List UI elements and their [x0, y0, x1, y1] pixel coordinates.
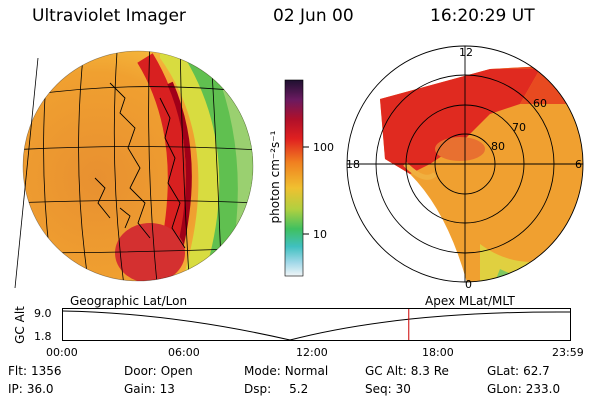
mode-info: Mode: Normal	[244, 364, 329, 378]
flight-info: Flt: 1356	[8, 364, 62, 378]
lat-label-80: 80	[491, 140, 505, 153]
altitude-timeline	[62, 308, 571, 341]
date-label: 02 Jun 00	[273, 6, 354, 26]
dsp-info: Dsp: 5.2	[244, 382, 309, 396]
colorbar	[284, 79, 309, 277]
mlt-label-18: 18	[346, 158, 360, 171]
lat-label-70: 70	[512, 121, 526, 134]
right-map-caption: Apex MLat/MLT	[425, 294, 515, 308]
timeline-x-tick-4: 23:59	[552, 346, 584, 359]
door-info: Door: Open	[124, 364, 193, 378]
glon-info: GLon: 233.0	[487, 382, 561, 396]
seq-info: Seq: 30	[365, 382, 411, 396]
gain-info: Gain: 13	[124, 382, 175, 396]
colorbar-tick-10: 10	[313, 228, 327, 241]
left-map-caption: Geographic Lat/Lon	[70, 294, 188, 308]
glat-info: GLat: 62.7	[487, 364, 550, 378]
mlt-label-12: 12	[459, 46, 473, 59]
timeline-y-tick-bottom: 1.8	[34, 330, 52, 343]
colorbar-tick-100: 100	[313, 141, 334, 154]
magnetic-polar-plot	[346, 45, 584, 283]
gc-alt-info: GC Alt: 8.3 Re	[365, 364, 449, 378]
timeline-x-tick-1: 06:00	[168, 346, 200, 359]
lat-label-60: 60	[533, 97, 547, 110]
timeline-x-tick-3: 18:00	[422, 346, 454, 359]
timeline-axis-label: GC Alt	[13, 306, 27, 344]
colorbar-unit-label: photon cm⁻²s⁻¹	[268, 130, 282, 224]
timeline-y-tick-top: 9.0	[34, 307, 52, 320]
ip-info: IP: 36.0	[8, 382, 54, 396]
mlt-label-0: 0	[465, 278, 472, 291]
time-label: 16:20:29 UT	[430, 6, 535, 26]
mlt-label-6: 6	[575, 158, 582, 171]
geographic-auroral-image	[14, 50, 254, 289]
timeline-x-tick-0: 00:00	[46, 346, 78, 359]
app-title: Ultraviolet Imager	[32, 6, 186, 26]
timeline-x-tick-2: 12:00	[296, 346, 328, 359]
